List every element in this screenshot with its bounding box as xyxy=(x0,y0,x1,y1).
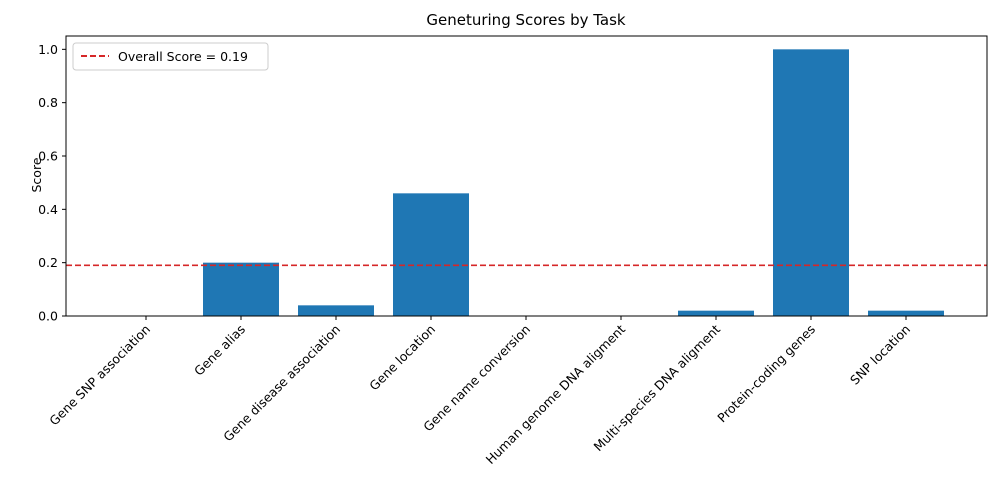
bar xyxy=(773,49,849,316)
x-tick-label: Gene location xyxy=(366,322,438,394)
x-tick-label: Gene name conversion xyxy=(420,322,533,435)
y-axis-label: Score xyxy=(29,157,44,192)
legend-label: Overall Score = 0.19 xyxy=(118,49,248,64)
y-tick-label: 0.4 xyxy=(38,202,58,217)
y-tick-label: 1.0 xyxy=(38,42,58,57)
bars-group xyxy=(203,49,944,316)
x-tick-label: Gene SNP association xyxy=(46,322,153,429)
y-tick-label: 0.0 xyxy=(38,309,58,324)
x-tick-label: SNP location xyxy=(847,322,913,388)
x-tick-label: Protein-coding genes xyxy=(714,322,818,426)
bar xyxy=(678,310,754,316)
y-tick-label: 0.8 xyxy=(38,95,58,110)
bar xyxy=(298,305,374,316)
y-tick-label: 0.2 xyxy=(38,255,58,270)
legend-box xyxy=(72,42,269,71)
bar xyxy=(868,310,944,316)
x-tick-label: Gene alias xyxy=(191,322,248,379)
chart-title: Geneturing Scores by Task xyxy=(426,11,626,29)
y-axis-ticks: 0.0 0.2 0.4 0.6 0.8 1.0 xyxy=(38,42,66,324)
bar xyxy=(203,262,279,316)
bar xyxy=(393,193,469,316)
y-tick-label: 0.6 xyxy=(38,149,58,164)
legend: Overall Score = 0.19 xyxy=(72,42,269,71)
